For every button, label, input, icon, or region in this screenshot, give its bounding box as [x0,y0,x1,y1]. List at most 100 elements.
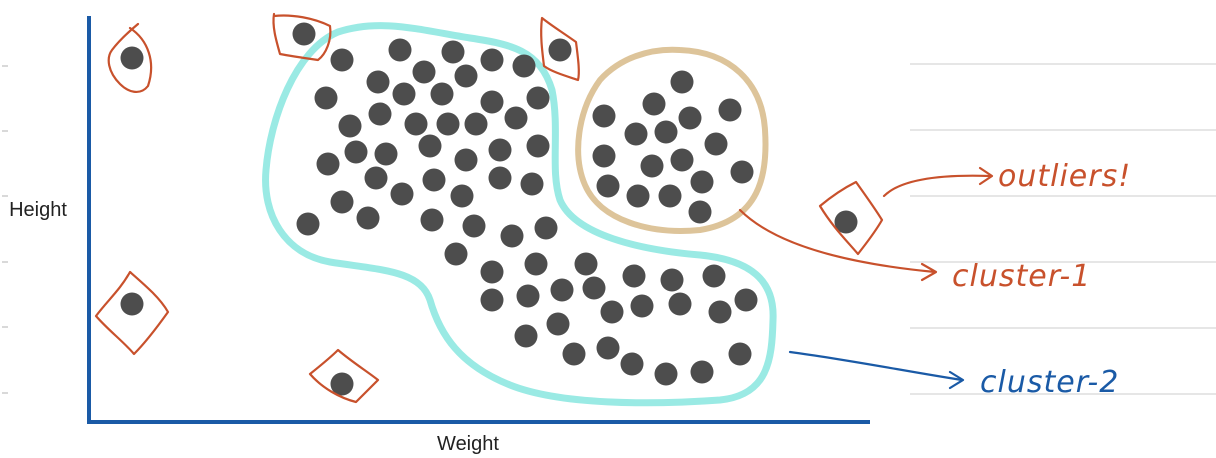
data-point [441,40,465,64]
cluster-2-arrowhead [948,370,965,390]
data-point [704,132,728,156]
data-point [596,174,620,198]
data-point [642,92,666,116]
data-point [330,190,354,214]
data-point [702,264,726,288]
data-point [690,360,714,384]
data-point [480,288,504,312]
data-point [364,166,388,190]
cluster-1-arrowhead [920,262,938,282]
outlier-mark [272,12,332,62]
data-point [654,120,678,144]
data-point [464,112,488,136]
data-point [708,300,732,324]
cluster-2-annotation: cluster-2 [980,365,1119,400]
data-point [660,268,684,292]
data-point [678,106,702,130]
data-point [630,294,654,318]
cluster-2-outline [262,22,777,407]
data-points [120,22,858,396]
data-point [500,224,524,248]
data-point [366,70,390,94]
data-point [514,324,538,348]
data-point [418,134,442,158]
data-point [296,212,320,236]
data-point [512,54,536,78]
data-point [488,138,512,162]
data-point [450,184,474,208]
data-point [574,252,598,276]
data-point [430,82,454,106]
axes [87,16,870,424]
notebook-ruled-lines [910,63,1216,395]
data-point [688,200,712,224]
data-point [654,362,678,386]
data-point [526,86,550,110]
y-axis-label: Height [9,199,67,221]
data-point [640,154,664,178]
data-point [670,70,694,94]
data-point [374,142,398,166]
data-point [658,184,682,208]
data-point [454,148,478,172]
cluster-1-annotation: cluster-1 [952,259,1091,294]
data-point [520,172,544,196]
data-point [728,342,752,366]
data-point [734,288,758,312]
data-point [120,46,144,70]
data-point [422,168,446,192]
data-point [730,160,754,184]
data-point [420,208,444,232]
outlier-mark [107,22,153,93]
data-point [330,372,354,396]
data-point [338,114,362,138]
data-point [626,184,650,208]
data-point [444,242,468,266]
data-point [622,264,646,288]
data-point [620,352,644,376]
data-point [670,148,694,172]
data-point [546,312,570,336]
data-point [582,276,606,300]
data-point [368,102,392,126]
data-point [390,182,414,206]
data-point [404,112,428,136]
cluster-1-arrow [738,208,937,274]
data-point [690,170,714,194]
annotation-arrows [738,166,994,390]
data-point [524,252,548,276]
data-point [344,140,368,164]
data-point [436,112,460,136]
data-point [562,342,586,366]
cluster-1-outline [575,46,769,234]
data-point [392,82,416,106]
data-point [596,336,620,360]
data-point [316,152,340,176]
outliers-annotation: outliers! [998,159,1131,194]
outliers-arrow [882,174,992,198]
data-point [504,106,528,130]
data-point [388,38,412,62]
data-point [534,216,558,240]
data-point [356,206,380,230]
data-point [526,134,550,158]
data-point [314,86,338,110]
data-point [624,122,648,146]
data-point [292,22,316,46]
data-point [454,64,478,88]
data-point [718,98,742,122]
outlier-marks [94,12,884,404]
data-point [668,292,692,316]
outlier-mark [818,180,884,256]
data-point [548,38,572,62]
data-point [330,48,354,72]
data-point [412,60,436,84]
data-point [480,48,504,72]
data-point [592,144,616,168]
outlier-mark [94,270,170,356]
cluster-2-arrow [788,350,964,382]
data-point [550,278,574,302]
data-point [480,260,504,284]
data-point [592,104,616,128]
